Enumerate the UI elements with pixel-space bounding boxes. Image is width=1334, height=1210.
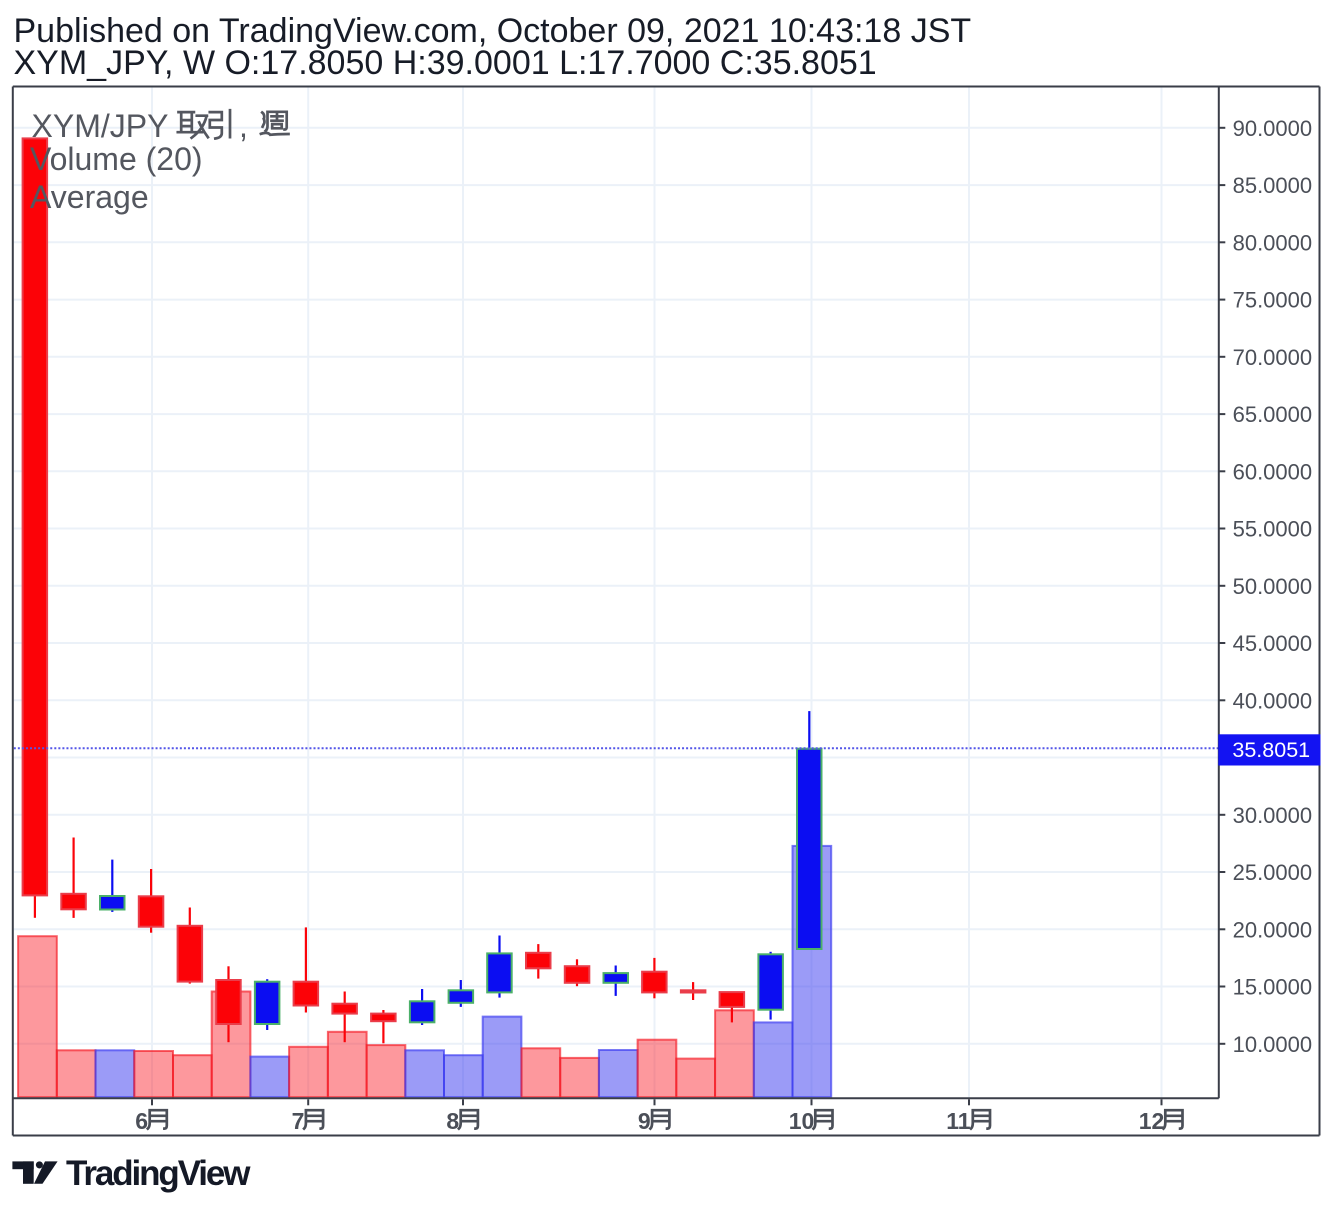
svg-text:Average: Average [30, 179, 149, 215]
svg-text:8: 8 [446, 1108, 459, 1134]
svg-text:25.0000: 25.0000 [1233, 860, 1313, 885]
svg-text:TradingView: TradingView [66, 1154, 251, 1193]
svg-text:12: 12 [1139, 1108, 1165, 1134]
svg-text:90.0000: 90.0000 [1233, 116, 1313, 141]
svg-text:9: 9 [638, 1108, 651, 1134]
svg-text:30.0000: 30.0000 [1233, 803, 1313, 828]
svg-text:7: 7 [292, 1108, 305, 1134]
svg-text:55.0000: 55.0000 [1233, 517, 1313, 542]
svg-text:11: 11 [946, 1108, 971, 1134]
svg-text:60.0000: 60.0000 [1233, 459, 1313, 484]
svg-text:75.0000: 75.0000 [1233, 288, 1313, 313]
svg-text:,: , [239, 108, 248, 144]
svg-text:Published on TradingView.com,: Published on TradingView.com, October 09… [14, 12, 972, 50]
svg-text:35.8051: 35.8051 [1232, 738, 1310, 762]
svg-text:15.0000: 15.0000 [1233, 975, 1313, 1000]
svg-text:85.0000: 85.0000 [1233, 173, 1313, 198]
svg-text:6: 6 [135, 1108, 148, 1134]
svg-text:65.0000: 65.0000 [1233, 402, 1313, 427]
svg-text:XYM_JPY, W O:17.8050 H:39.0001: XYM_JPY, W O:17.8050 H:39.0001 L:17.7000… [14, 44, 877, 82]
svg-text:10: 10 [789, 1108, 815, 1134]
svg-text:50.0000: 50.0000 [1233, 574, 1313, 599]
svg-text:70.0000: 70.0000 [1233, 345, 1313, 370]
svg-text:20.0000: 20.0000 [1233, 917, 1313, 942]
svg-text:10.0000: 10.0000 [1233, 1032, 1313, 1057]
svg-text:80.0000: 80.0000 [1233, 230, 1313, 255]
svg-text:Volume (20): Volume (20) [30, 141, 203, 177]
svg-text:45.0000: 45.0000 [1233, 631, 1313, 656]
svg-text:40.0000: 40.0000 [1233, 688, 1313, 713]
svg-text:XYM/JPY: XYM/JPY [32, 108, 169, 144]
